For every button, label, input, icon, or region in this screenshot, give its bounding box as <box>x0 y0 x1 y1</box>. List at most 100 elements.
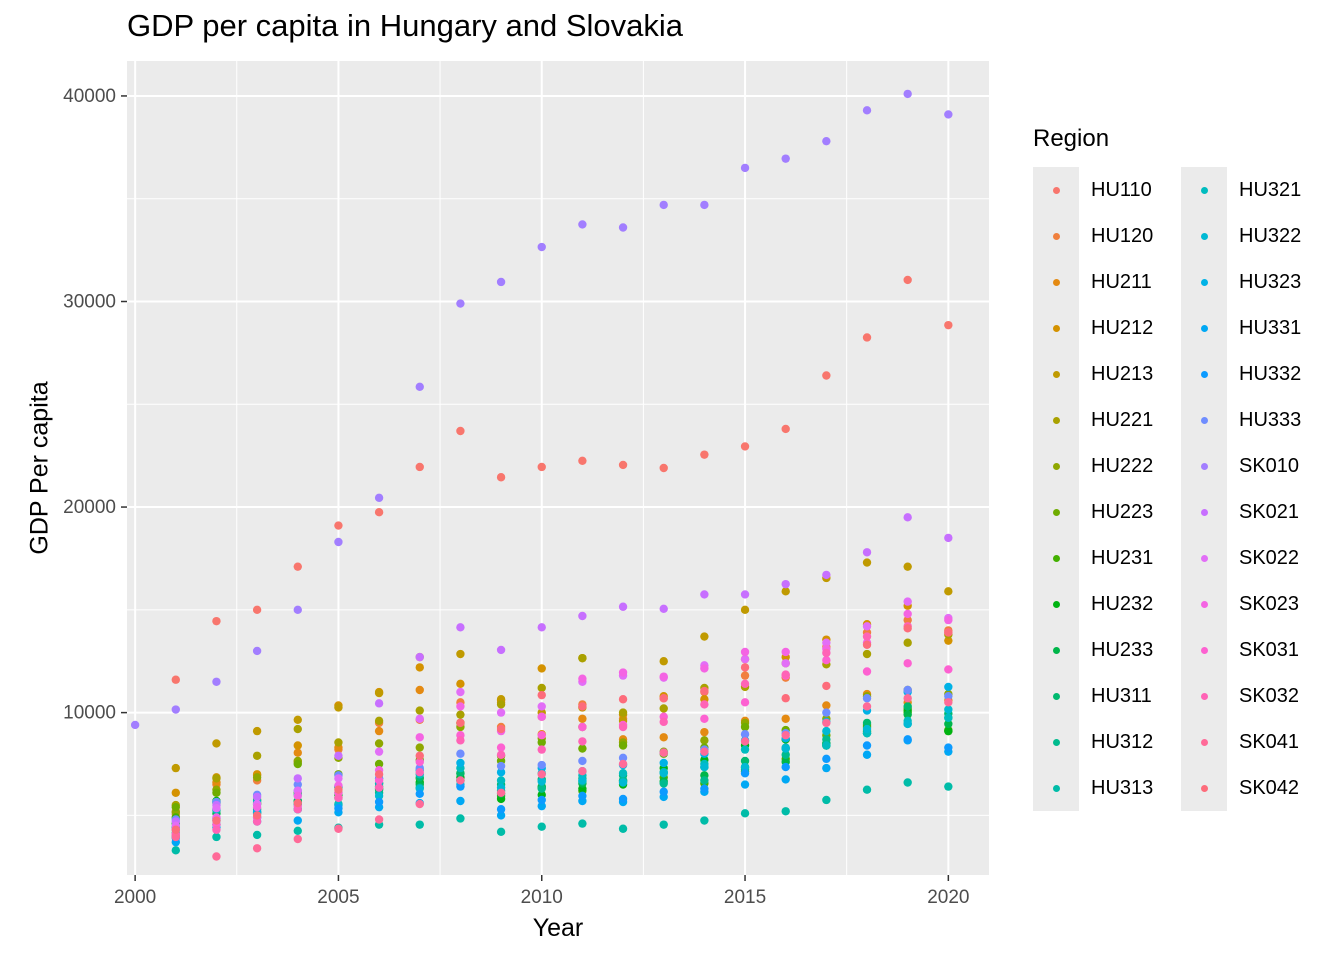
data-point-sk021 <box>944 533 953 543</box>
data-point-hu213 <box>293 715 302 725</box>
data-point-hu213 <box>334 703 343 712</box>
data-point-hu221 <box>456 710 465 719</box>
legend-item: SK031 <box>1181 627 1299 673</box>
data-point-hu313 <box>252 830 262 840</box>
data-point-sk023 <box>456 702 465 711</box>
data-point-hu212 <box>293 741 302 750</box>
data-point-sk042 <box>415 751 424 760</box>
data-point-sk023 <box>415 733 424 742</box>
data-point-hu322 <box>740 762 750 772</box>
legend-column-2 <box>1181 167 1227 811</box>
data-point-hu233 <box>903 710 912 719</box>
legend-label: HU332 <box>1239 362 1302 385</box>
data-point-hu213 <box>212 739 221 748</box>
data-point-sk021 <box>496 645 506 655</box>
data-point-sk010 <box>171 705 180 714</box>
data-point-hu221 <box>212 774 221 783</box>
data-point-sk031 <box>822 655 831 665</box>
data-point-hu332 <box>944 743 953 752</box>
data-point-sk023 <box>252 802 262 812</box>
y-tick-label: 40000 <box>63 86 116 107</box>
legend-dot <box>1200 278 1208 286</box>
data-point-hu333 <box>537 760 546 770</box>
data-point-sk041 <box>822 718 831 728</box>
legend-item: SK010 <box>1181 443 1299 489</box>
data-point-hu312 <box>537 784 546 793</box>
data-point-hu212 <box>171 788 180 797</box>
data-point-sk041 <box>862 702 872 711</box>
data-point-sk023 <box>293 791 302 801</box>
data-point-sk032 <box>740 679 750 689</box>
data-point-hu211 <box>700 727 709 737</box>
legend-dot <box>1200 324 1208 332</box>
data-point-hu221 <box>374 716 384 726</box>
data-point-sk031 <box>740 698 750 707</box>
legend-dot <box>1052 278 1060 286</box>
legend-item: HU322 <box>1181 213 1301 259</box>
legend-label: HU221 <box>1091 408 1154 431</box>
legend-label: SK041 <box>1239 730 1300 753</box>
data-point-sk041 <box>537 770 546 779</box>
legend-key <box>1033 351 1079 397</box>
data-point-hu213 <box>171 763 180 773</box>
legend-label: HU333 <box>1239 408 1302 431</box>
legend-key <box>1181 167 1227 213</box>
data-point-hu311 <box>740 756 750 766</box>
legend-dot <box>1200 232 1208 240</box>
data-point-hu313 <box>212 832 221 842</box>
data-point-hu323 <box>944 682 953 692</box>
data-point-sk023 <box>537 712 546 721</box>
legend-item: SK032 <box>1181 673 1299 719</box>
legend-item: HU331 <box>1181 305 1301 351</box>
data-point-sk032 <box>862 632 872 641</box>
legend-label: HU331 <box>1239 316 1302 339</box>
data-point-sk041 <box>456 776 465 785</box>
data-point-sk021 <box>293 774 302 783</box>
data-point-sk023 <box>618 668 628 677</box>
legend-label: HU311 <box>1091 684 1152 707</box>
data-point-sk042 <box>578 702 587 711</box>
data-point-hu313 <box>456 814 465 823</box>
legend-key <box>1033 305 1079 351</box>
legend-label: SK010 <box>1239 454 1300 477</box>
data-point-hu332 <box>700 784 709 793</box>
data-point-sk041 <box>496 788 506 797</box>
data-point-hu311 <box>862 718 872 728</box>
legend-key <box>1033 719 1079 765</box>
data-point-hu332 <box>618 794 628 804</box>
data-point-hu213 <box>862 558 872 567</box>
data-point-sk032 <box>415 768 424 777</box>
data-point-hu333 <box>944 691 953 701</box>
data-point-sk021 <box>456 623 465 632</box>
data-point-hu233 <box>944 719 953 729</box>
legend-label: SK042 <box>1239 776 1300 799</box>
data-point-sk031 <box>903 659 912 668</box>
data-point-hu110 <box>822 371 831 380</box>
data-point-sk042 <box>618 695 628 704</box>
data-point-hu333 <box>822 708 831 717</box>
data-point-sk021 <box>740 590 750 599</box>
data-point-sk031 <box>578 722 587 732</box>
data-point-hu331 <box>293 816 302 825</box>
data-point-hu213 <box>944 587 953 596</box>
data-point-sk032 <box>781 670 790 679</box>
data-point-hu211 <box>578 714 587 723</box>
data-point-hu322 <box>862 724 872 734</box>
data-point-sk041 <box>578 766 587 776</box>
data-point-sk010 <box>862 106 872 115</box>
data-point-sk041 <box>252 844 262 853</box>
legend-key <box>1033 489 1079 535</box>
legend-dot <box>1052 232 1060 240</box>
data-point-hu313 <box>862 785 872 794</box>
data-point-hu223 <box>212 788 221 797</box>
legend-dot <box>1052 738 1060 746</box>
legend-dot <box>1200 462 1208 470</box>
data-point-sk010 <box>456 299 465 308</box>
legend-label: HU313 <box>1091 776 1154 799</box>
data-point-sk042 <box>374 770 384 779</box>
legend-label: HU322 <box>1239 224 1302 247</box>
data-point-hu332 <box>862 741 872 750</box>
legend-key <box>1181 765 1227 811</box>
legend-label: SK022 <box>1239 546 1300 569</box>
data-point-sk010 <box>415 382 424 392</box>
